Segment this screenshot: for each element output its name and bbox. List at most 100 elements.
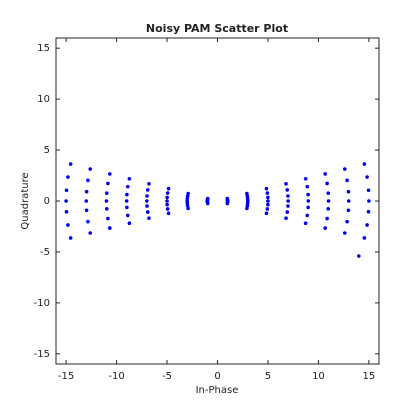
point [86,178,90,183]
point [165,207,170,211]
point [362,236,367,240]
point [64,209,69,214]
point [166,186,171,191]
point [365,223,369,227]
point [68,162,73,166]
point [125,184,130,189]
x-tick-label: -5 [162,371,172,382]
point [303,176,308,181]
point [145,194,149,198]
point [165,199,169,203]
point [323,226,328,230]
point [264,211,269,216]
point [125,192,129,197]
point [186,191,190,196]
point [104,207,109,211]
point [185,197,190,201]
point [305,184,310,189]
plot-box [55,37,380,365]
point [323,172,328,176]
point [145,199,149,203]
point [64,199,68,203]
point [266,199,270,203]
point [147,216,151,221]
chart-title: Noisy PAM Scatter Plot [146,22,288,35]
point [245,191,249,196]
point [325,216,329,221]
point [365,175,369,179]
point [165,202,169,207]
point [286,194,290,198]
y-tick-label: 10 [37,94,50,105]
point [366,209,371,214]
point [225,196,230,201]
point [284,181,288,186]
point [107,172,112,176]
y-tick-label: -5 [40,247,50,258]
point [346,199,351,203]
point [66,223,70,227]
point [145,210,150,214]
point [205,196,210,201]
point [286,204,290,208]
point [326,207,331,211]
point [127,176,132,181]
point [303,221,308,226]
x-tick-label: 5 [265,371,271,382]
point [284,216,288,221]
point [68,236,73,240]
point [345,178,349,183]
point [145,204,149,208]
point [266,202,270,207]
y-tick-label: -15 [34,349,50,360]
y-tick-label: 15 [37,43,50,54]
point [285,188,290,192]
x-tick-label: -10 [108,371,124,382]
point [265,191,270,195]
point [166,211,171,216]
y-tick-label: 5 [44,145,50,156]
point [165,195,169,200]
x-tick-label: 0 [214,371,220,382]
point [185,203,190,208]
point [265,207,270,211]
point [84,208,89,213]
point [342,167,347,171]
x-tick-label: -15 [58,371,74,382]
point [125,205,129,210]
y-tick-label: -10 [34,298,50,309]
point [125,213,130,218]
point [106,216,110,221]
y-tick-label: 0 [44,196,50,207]
point [326,191,331,195]
point [362,162,367,166]
point [306,192,310,197]
point [264,186,269,191]
point [367,199,371,203]
point [266,195,270,200]
point [84,189,89,194]
point [165,191,170,195]
point [286,199,290,203]
point [84,199,89,203]
point [86,219,90,224]
point [346,208,351,213]
point [306,205,310,210]
point [325,181,329,186]
point [124,199,129,203]
point [127,221,132,226]
point [326,199,331,203]
point [147,181,151,186]
point [245,203,250,208]
point [285,210,290,214]
x-tick-label: 10 [312,371,325,382]
point [342,231,347,235]
point [345,219,349,224]
point [104,191,109,195]
point [245,197,250,201]
x-axis-label: In-Phase [196,385,239,396]
point [64,188,69,193]
point [88,167,93,171]
